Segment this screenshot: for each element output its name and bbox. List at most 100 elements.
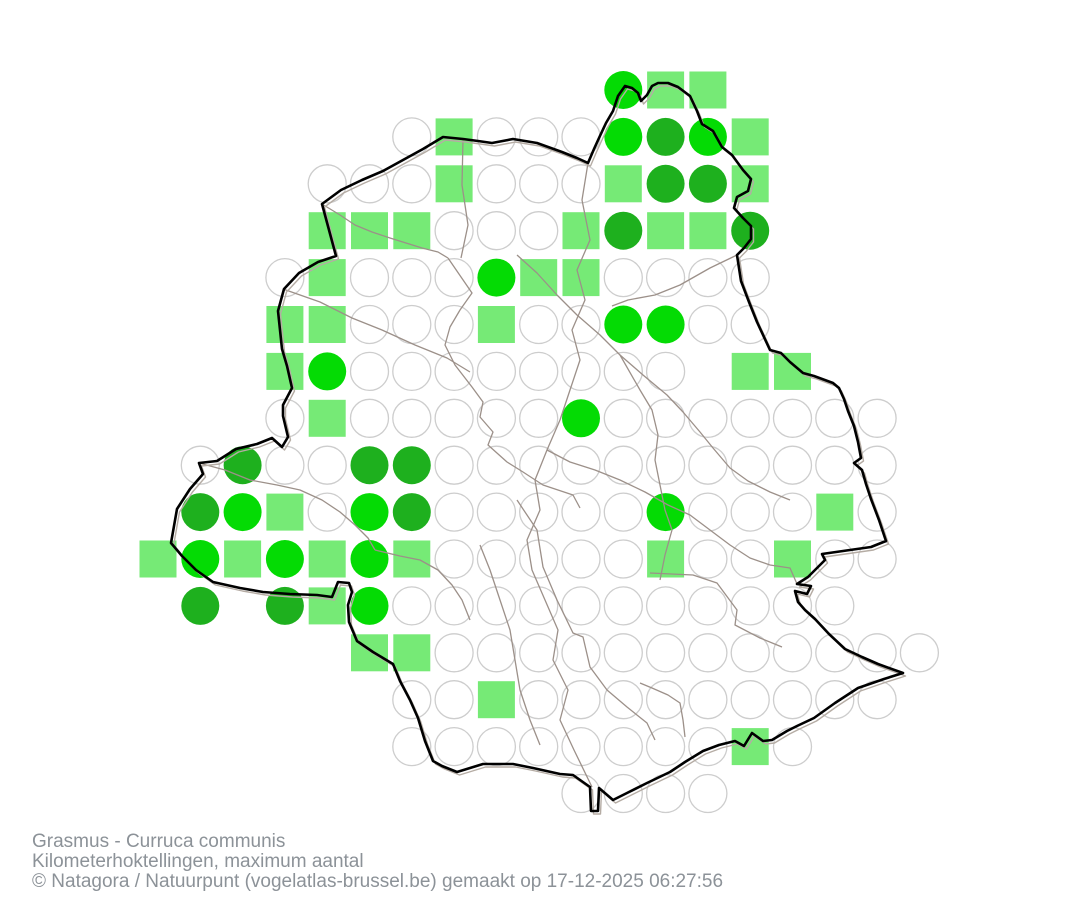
survey-circle-empty: [519, 726, 559, 767]
survey-circle-empty: [603, 257, 643, 298]
survey-circle-empty: [603, 539, 643, 579]
survey-circle-empty: [561, 304, 601, 345]
survey-circle-empty: [392, 680, 432, 720]
abundance-circle-dark-green: [181, 493, 220, 532]
map-subtitle: Kilometerhoktellingen, maximum aantal: [32, 851, 364, 872]
survey-circle-empty: [434, 351, 474, 392]
municipality-border-line: [374, 549, 471, 621]
survey-circle-empty: [392, 351, 432, 392]
survey-circle-empty: [392, 117, 432, 157]
survey-circle-empty: [476, 211, 517, 251]
survey-circle-empty: [392, 726, 432, 767]
abundance-circle-bright-green: [265, 540, 304, 578]
survey-circle-empty: [476, 633, 517, 673]
abundance-circle-bright-green: [646, 305, 685, 344]
region-boundary: [169, 81, 905, 813]
species-title: Grasmus - Curruca communis: [32, 831, 286, 852]
survey-circle-empty: [476, 586, 517, 626]
presence-square-light-green: [731, 118, 769, 156]
survey-circle-empty: [476, 351, 517, 392]
survey-circle-empty: [349, 164, 390, 204]
survey-circle-empty: [561, 586, 601, 626]
survey-circle-empty: [392, 164, 432, 204]
survey-circle-empty: [434, 211, 474, 251]
presence-square-light-green: [520, 259, 558, 297]
municipality-border-line: [444, 257, 581, 509]
abundance-circle-bright-green: [562, 399, 600, 438]
survey-circle-empty: [434, 304, 474, 345]
municipality-border-line: [321, 203, 449, 259]
survey-circle-empty: [434, 586, 474, 626]
abundance-circle-bright-green: [350, 586, 389, 625]
survey-circle-empty: [519, 164, 559, 204]
municipality-border-line: [639, 682, 686, 738]
presence-square-light-green: [393, 212, 431, 250]
survey-circle-empty: [603, 398, 643, 438]
survey-circle-empty: [519, 633, 559, 673]
municipality-border-line: [460, 138, 469, 259]
survey-circle-empty: [730, 539, 770, 579]
survey-circle-empty: [730, 257, 770, 298]
survey-circle-empty: [730, 586, 770, 626]
survey-circle-empty: [561, 351, 601, 392]
presence-square-light-green: [139, 540, 177, 578]
abundance-circle-bright-green: [477, 258, 516, 297]
presence-square-light-green: [562, 259, 600, 297]
survey-circle-empty: [645, 680, 686, 720]
survey-circle-empty: [519, 539, 559, 579]
survey-circle-empty: [645, 633, 686, 673]
abundance-circle-dark-green: [181, 586, 220, 625]
survey-circle-empty: [688, 633, 728, 673]
survey-circle-empty: [730, 445, 770, 485]
abundance-circle-bright-green: [223, 493, 262, 532]
abundance-circle-bright-green: [350, 540, 389, 578]
survey-circle-empty: [688, 398, 728, 438]
abundance-circle-dark-green: [392, 493, 431, 532]
survey-circle-empty: [349, 351, 390, 392]
survey-circle-empty: [519, 680, 559, 720]
presence-square-light-green: [774, 352, 811, 390]
survey-circle-empty: [519, 351, 559, 392]
survey-circle-empty: [730, 398, 770, 438]
region-boundary-shadow: [172, 85, 907, 815]
presence-square-light-green: [647, 540, 685, 578]
survey-circle-empty: [772, 726, 813, 767]
abundance-circle-bright-green: [308, 352, 347, 391]
survey-circle-empty: [434, 492, 474, 532]
municipality-border-line: [546, 449, 798, 585]
municipality-border-line: [649, 572, 783, 648]
survey-circle-empty: [349, 257, 390, 298]
abundance-circle-bright-green: [604, 117, 643, 156]
survey-circle-empty: [434, 680, 474, 720]
municipality-border-line: [479, 544, 541, 746]
survey-circle-empty: [899, 633, 940, 673]
survey-circle-empty: [603, 633, 643, 673]
municipality-borders: [198, 138, 798, 788]
survey-circle-empty: [519, 445, 559, 485]
survey-circle-empty: [688, 445, 728, 485]
presence-square-light-green: [308, 399, 346, 437]
municipality-border-line: [516, 254, 791, 501]
survey-circle-empty: [815, 398, 855, 438]
survey-circle-empty: [645, 586, 686, 626]
municipality-border-line: [282, 288, 471, 373]
presence-square-light-green: [393, 634, 431, 672]
survey-circle-empty: [561, 680, 601, 720]
presence-square-light-green: [604, 165, 642, 203]
survey-circle-empty: [265, 445, 305, 485]
survey-circle-empty: [603, 492, 643, 532]
survey-circle-empty: [519, 398, 559, 438]
abundance-circle-dark-green: [392, 446, 431, 485]
survey-circle-empty: [857, 539, 897, 579]
survey-circle-empty: [603, 351, 643, 392]
municipality-border-line: [619, 354, 673, 581]
survey-circle-empty: [645, 445, 686, 485]
survey-circle-empty: [476, 445, 517, 485]
survey-circle-empty: [265, 257, 305, 298]
survey-circle-empty: [476, 164, 517, 204]
survey-circle-empty: [434, 539, 474, 579]
survey-circle-empty: [476, 492, 517, 532]
abundance-circle-dark-green: [646, 164, 685, 203]
survey-circle-empty: [561, 633, 601, 673]
